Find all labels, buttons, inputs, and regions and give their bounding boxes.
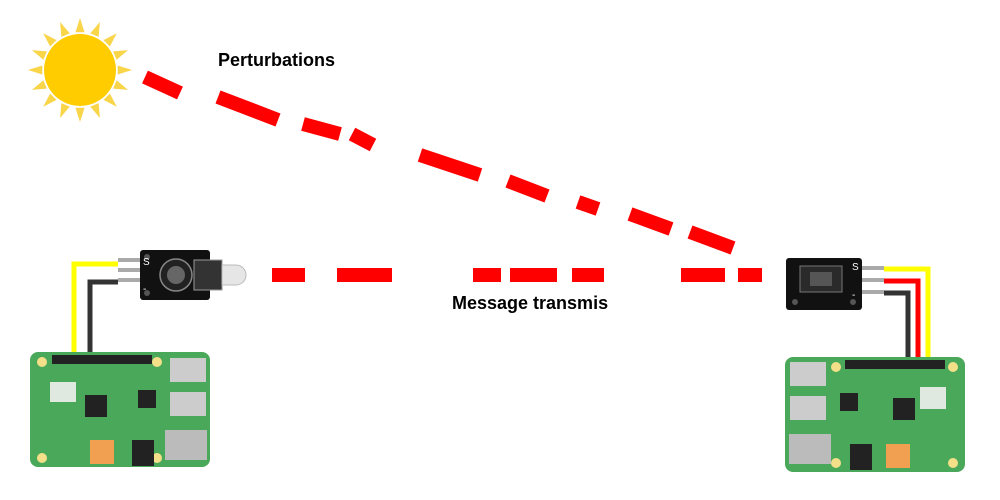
sun-ray [90,103,100,119]
perturbation-dash [575,195,601,216]
sun-ray [90,21,100,37]
sun-ray [31,50,47,60]
sun-ray [60,21,70,37]
perturbation-dash [215,90,281,127]
perturbation-dash [505,174,550,203]
message-label: Message transmis [452,293,609,313]
sun-ray [31,80,47,90]
perturbation-dash [417,148,483,182]
perturbation-beam [142,70,736,255]
sun-ray [113,50,129,60]
raspberry-pi-board-left [30,352,210,467]
ir-led-module: S - [118,250,247,300]
sun-icon [28,18,132,122]
perturbation-dash [627,207,674,236]
sun-ray [103,93,117,107]
perturbation-dash [348,127,377,152]
perturbation-dash [301,117,342,141]
rx-pin-minus-label: - [852,290,855,301]
tx-pin-s-label: S [143,257,150,268]
receiver-wires [884,266,931,360]
transmitter-wires [71,261,118,352]
sun-ray [113,80,129,90]
perturbations-label: Perturbations [218,50,336,70]
sun-ray [43,33,57,47]
raspberry-pi-board-right [785,357,965,472]
sun-ray [60,103,70,119]
perturbation-dash [142,70,183,100]
sun-ray [43,93,57,107]
sun-ray [28,65,43,75]
rx-pin-s-label: S [852,262,859,273]
ir-receiver-module: S - [786,258,884,310]
perturbation-dash [687,225,736,255]
sun-ray [117,65,132,75]
tx-pin-minus-label: - [143,284,146,295]
sun-ray [75,107,85,122]
sun-ray [103,33,117,47]
sun-ray [75,18,85,33]
